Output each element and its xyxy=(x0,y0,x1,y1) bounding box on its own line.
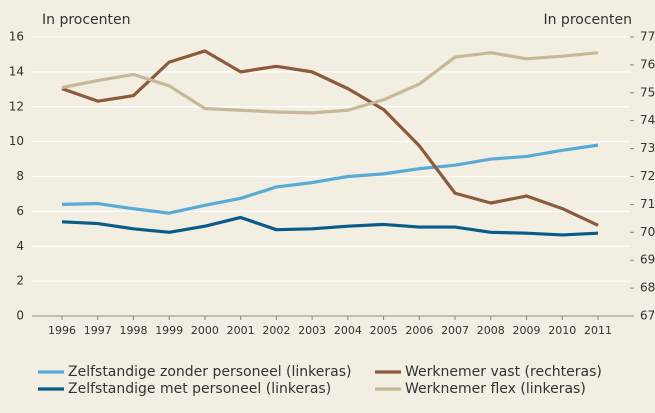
y-tick-label: 14 xyxy=(9,64,24,78)
y2-tick-label: 77 xyxy=(640,30,655,44)
line xyxy=(61,51,599,115)
legend-label: Zelfstandige zonder personeel (linkeras) xyxy=(68,364,351,380)
x-tick-label: 2008 xyxy=(477,324,505,337)
x-tick-label: 2006 xyxy=(405,324,433,337)
x-tick-label: 2004 xyxy=(334,324,362,337)
legend-label: Werknemer vast (rechteras) xyxy=(405,364,602,380)
x-tick-label: 2001 xyxy=(227,324,255,337)
y2-axis-title: In procenten xyxy=(543,12,632,28)
x-tick-label: 2000 xyxy=(191,324,219,337)
y2-tick-label: 73 xyxy=(640,141,655,155)
x-tick-label: 1997 xyxy=(84,324,112,337)
legend-label: Zelfstandige met personeel (linkeras) xyxy=(68,381,331,397)
x-tick-label: 2002 xyxy=(262,324,290,337)
x-tick-label: 2003 xyxy=(298,324,326,337)
x-tick-label: 2011 xyxy=(584,324,612,337)
y2-tick-label: 67 xyxy=(640,309,655,323)
x-tick-label: 2007 xyxy=(441,324,469,337)
y2-tick-label: 74 xyxy=(640,113,655,127)
line xyxy=(61,215,599,237)
y2-tick-label: 70 xyxy=(640,225,655,239)
x-tick-label: 1998 xyxy=(119,324,147,337)
x-tick-label: 1999 xyxy=(155,324,183,337)
y2-tick-label: 68 xyxy=(640,281,655,295)
y-tick-label: 12 xyxy=(9,99,24,113)
x-tick-label: 2005 xyxy=(370,324,398,337)
y-tick-label: 2 xyxy=(16,274,24,288)
x-tick-label: 2009 xyxy=(513,324,541,337)
y2-tick-label: 75 xyxy=(640,85,655,99)
y2-tick-label: 71 xyxy=(640,197,655,211)
y-tick-label: 8 xyxy=(16,169,24,183)
y-tick-label: 10 xyxy=(9,134,24,148)
y-tick-label: 4 xyxy=(16,239,24,253)
line xyxy=(61,143,599,215)
y-axis-title: In procenten xyxy=(42,12,131,28)
legend-label: Werknemer flex (linkeras) xyxy=(405,381,586,397)
y2-tick-label: 72 xyxy=(640,169,655,183)
y2-tick-label: 76 xyxy=(640,57,655,71)
y-tick-label: 6 xyxy=(16,204,24,218)
x-tick-label: 1996 xyxy=(48,324,76,337)
y-tick-label: 0 xyxy=(16,309,24,323)
y-tick-label: 16 xyxy=(9,30,24,44)
y2-tick-label: 69 xyxy=(640,253,655,267)
x-tick-label: 2010 xyxy=(548,324,576,337)
